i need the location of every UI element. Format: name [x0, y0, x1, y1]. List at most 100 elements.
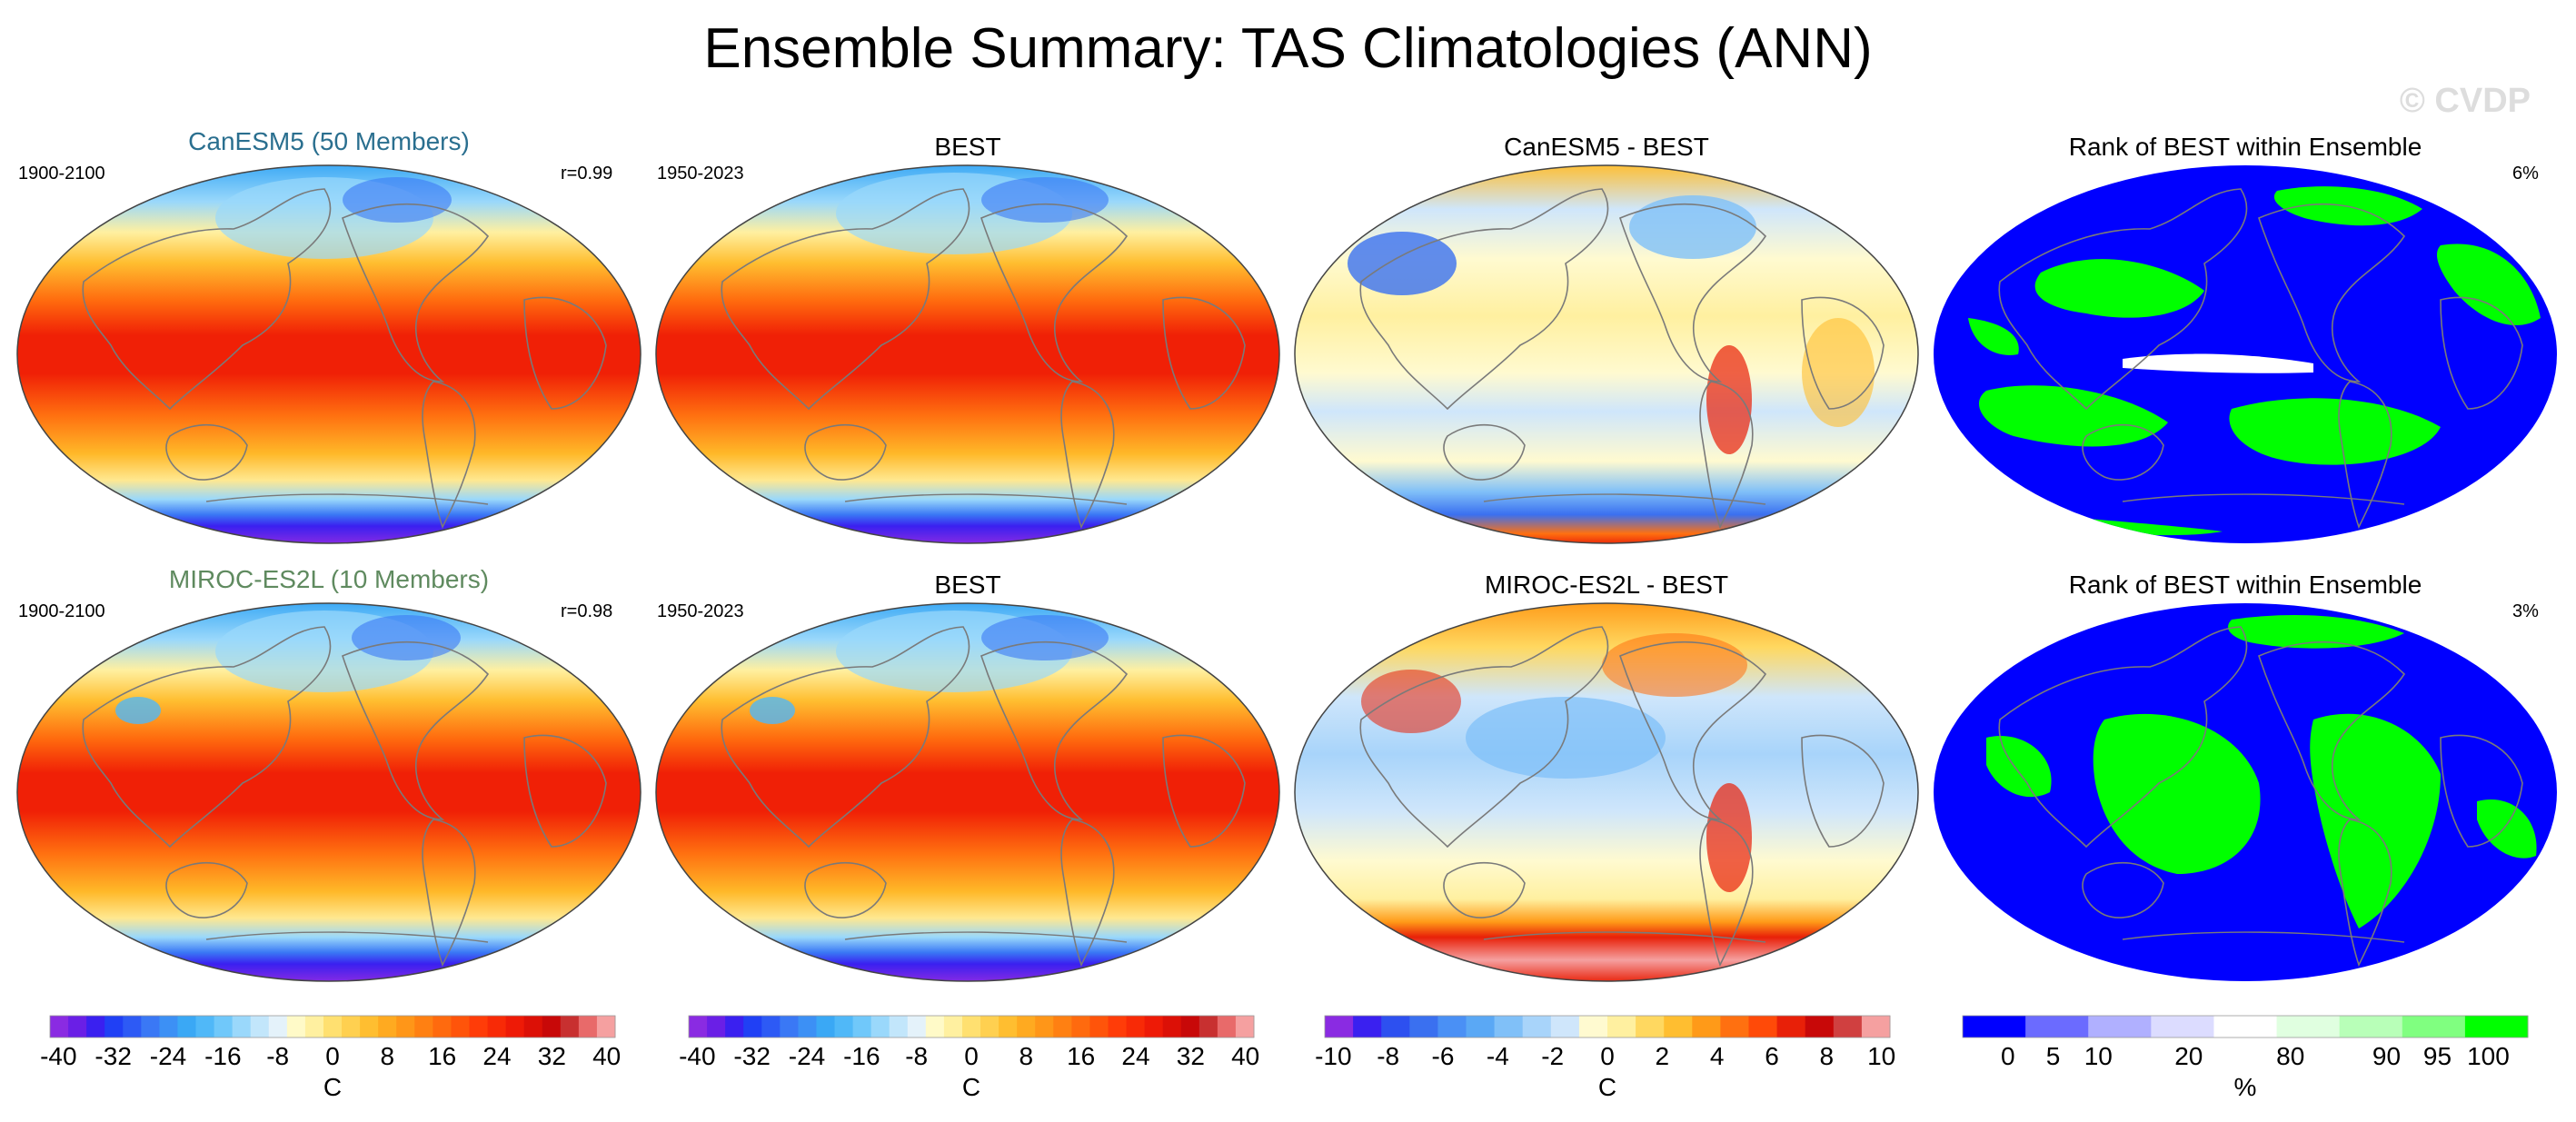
colorbar-swatch [177, 1016, 197, 1038]
colorbar-swatch [907, 1016, 927, 1038]
colorbar-tick-label: 16 [428, 1042, 456, 1070]
colorbar-obs-climatology: -40 -32 -24 -16 -8 0 8 16 24 32 40 C [679, 1015, 1259, 1101]
panel-correlation-row2: r=0.98 [561, 601, 613, 621]
colorbar-swatch [2464, 1016, 2529, 1038]
colorbar-swatch [1636, 1016, 1665, 1038]
colorbar-swatch [2088, 1016, 2152, 1038]
colorbar-tick-label: -8 [266, 1042, 289, 1070]
map-model-climatology-row1 [16, 164, 642, 544]
colorbar-swatch [195, 1016, 215, 1038]
colorbar-tick-label: -4 [1487, 1042, 1509, 1070]
colorbar-tick-label: 24 [482, 1042, 511, 1070]
panel-period-obs-row2: 1950-2023 [657, 601, 744, 621]
map-obs-climatology-row2 [655, 602, 1280, 982]
colorbar-swatch [1437, 1016, 1467, 1038]
colorbar-swatch [1235, 1016, 1255, 1038]
panel-title-diff-row2: MIROC-ES2L - BEST [1484, 571, 1729, 599]
colorbar-tick-label: 20 [2174, 1042, 2203, 1070]
colorbar-swatch [68, 1016, 87, 1038]
colorbar-swatch [2276, 1016, 2341, 1038]
colorbar-swatch [1692, 1016, 1721, 1038]
colorbar-swatch [2402, 1016, 2466, 1038]
colorbar-tick-label: -32 [733, 1042, 770, 1070]
colorbar-swatch [1144, 1016, 1164, 1038]
colorbar-tick-label: -8 [905, 1042, 928, 1070]
map-model-climatology-row2 [16, 602, 642, 982]
colorbar-swatch [214, 1016, 234, 1038]
colorbar-unit-label: C [1598, 1073, 1616, 1101]
map-rank-row2 [1934, 603, 2557, 981]
colorbar-swatch [487, 1016, 507, 1038]
colorbar-swatch [1550, 1016, 1580, 1038]
colorbar-tick-label: 10 [1867, 1042, 1895, 1070]
colorbar-tick-label: -16 [843, 1042, 880, 1070]
colorbar-swatch [414, 1016, 433, 1038]
colorbar-tick-label: 40 [592, 1042, 621, 1070]
panel-period-model-row1: 1900-2100 [18, 164, 105, 184]
colorbar-swatch [1664, 1016, 1693, 1038]
colorbar-swatch [323, 1016, 343, 1038]
colorbar-swatch [798, 1016, 817, 1038]
colorbar-tick-label: -2 [1541, 1042, 1564, 1070]
colorbar-tick-label: 32 [538, 1042, 566, 1070]
colorbar-swatch [1381, 1016, 1410, 1038]
colorbar-swatch [1748, 1016, 1778, 1038]
colorbar-swatch [286, 1016, 306, 1038]
colorbar-tick-label: 24 [1121, 1042, 1149, 1070]
colorbar-swatch [1325, 1016, 1354, 1038]
panel-correlation-row1: r=0.99 [561, 164, 613, 184]
colorbar-swatch [743, 1016, 762, 1038]
colorbar-swatch [1162, 1016, 1182, 1038]
colorbar-swatch [232, 1016, 252, 1038]
colorbar-swatch [852, 1016, 872, 1038]
colorbar-tick-label: -6 [1432, 1042, 1455, 1070]
colorbar-swatch [505, 1016, 525, 1038]
map-difference-row1 [1294, 164, 1919, 544]
colorbar-swatch [961, 1016, 981, 1038]
colorbar-tick-label: 8 [1019, 1042, 1034, 1070]
colorbar-tick-label: 90 [2372, 1042, 2401, 1070]
colorbar-tick-label: 40 [1231, 1042, 1259, 1070]
colorbar-swatch [834, 1016, 854, 1038]
colorbar-tick-label: 4 [1710, 1042, 1725, 1070]
colorbar-swatch [560, 1016, 580, 1038]
colorbar-swatch [378, 1016, 397, 1038]
colorbar-swatch [943, 1016, 963, 1038]
colorbar-swatch [980, 1016, 1000, 1038]
colorbar-swatch [1607, 1016, 1636, 1038]
colorbar-swatch [433, 1016, 452, 1038]
colorbar-swatch [451, 1016, 470, 1038]
colorbar-swatch [1833, 1016, 1863, 1038]
colorbar-unit-label: C [323, 1073, 342, 1101]
colorbar-tick-label: 32 [1177, 1042, 1205, 1070]
colorbar-swatch [396, 1016, 415, 1038]
colorbar-tick-label: 0 [325, 1042, 340, 1070]
colorbar-swatch [360, 1016, 379, 1038]
colorbar-tick-label: -8 [1377, 1042, 1399, 1070]
colorbar-model-climatology: -40 -32 -24 -16 -8 0 8 16 24 32 40 C [40, 1015, 621, 1101]
colorbar-swatch [159, 1016, 178, 1038]
colorbar-frame [1962, 1015, 2529, 1038]
colorbar-swatch [925, 1016, 945, 1038]
colorbar-swatch [1353, 1016, 1382, 1038]
colorbar-swatch [1198, 1016, 1218, 1038]
colorbar-swatch [1720, 1016, 1749, 1038]
colorbar-tick-label: 8 [1820, 1042, 1835, 1070]
panel-title-model-row1: CanESM5 (50 Members) [188, 127, 470, 155]
colorbar-unit-label: C [962, 1073, 980, 1101]
panel-title-model-row2: MIROC-ES2L (10 Members) [168, 565, 490, 593]
colorbar-swatch [1180, 1016, 1200, 1038]
colorbar-swatch [104, 1016, 124, 1038]
colorbar-swatch [250, 1016, 270, 1038]
panel-title-obs-row2: BEST [934, 571, 1001, 599]
colorbar-swatch [889, 1016, 909, 1038]
colorbar-difference: -10 -8 -6 -4 -2 0 2 4 6 8 10 C [1315, 1015, 1895, 1101]
colorbar-tick-label: 0 [2001, 1042, 2015, 1070]
colorbar-tick-label: -40 [679, 1042, 715, 1070]
colorbar-swatch [689, 1016, 708, 1038]
colorbar-unit-label: % [2234, 1073, 2257, 1101]
colorbar-swatch [816, 1016, 836, 1038]
colorbar-swatch [2151, 1016, 2214, 1038]
colorbar-rank: 0 5 10 20 80 90 95 100% [1962, 1015, 2529, 1101]
colorbar-swatch [1963, 1016, 2026, 1038]
